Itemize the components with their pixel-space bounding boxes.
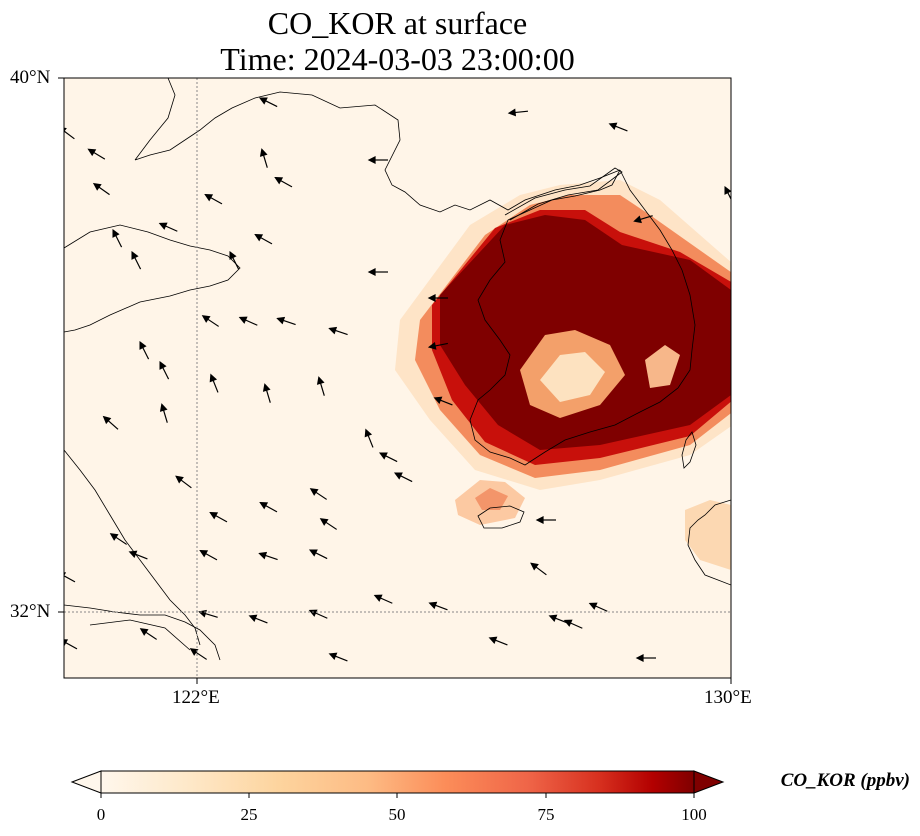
wind-vector-head xyxy=(274,177,284,185)
lat-tick-label-32: 32°N xyxy=(10,601,51,622)
coast-shandong xyxy=(64,224,241,333)
colorbar-tick-label: 75 xyxy=(537,805,555,824)
wind-vector-head xyxy=(159,403,168,412)
wind-vectors xyxy=(64,97,731,662)
wind-vector-head xyxy=(427,294,436,302)
wind-vector-head xyxy=(258,551,268,560)
wind-vector-head xyxy=(112,228,120,238)
wind-vector-head xyxy=(109,533,119,541)
wind-vector-head xyxy=(175,475,184,484)
wind-vector-head xyxy=(158,222,168,230)
wind-vector-head xyxy=(548,614,558,623)
wind-vector-head xyxy=(319,518,329,526)
plume-interior-center xyxy=(540,352,605,402)
wind-vector-head xyxy=(248,614,258,623)
map-title: CO_KOR at surface xyxy=(267,5,528,41)
wind-vector-head xyxy=(209,512,219,520)
wind-vector-shaft xyxy=(64,575,76,583)
map-frame xyxy=(63,77,732,679)
coast-north xyxy=(134,78,621,213)
wind-vector-head xyxy=(588,602,598,610)
wind-vector-head xyxy=(209,373,218,383)
colorbar-tick-label: 50 xyxy=(388,805,406,824)
wind-vector-head xyxy=(258,97,268,105)
wind-vector-head xyxy=(201,315,211,323)
wind-vector-head xyxy=(229,250,237,260)
wind-vector-head xyxy=(159,360,167,370)
wind-vector-head xyxy=(308,549,318,557)
wind-vector-head xyxy=(367,268,376,276)
japan-plume xyxy=(685,500,731,570)
wind-vector-head xyxy=(488,636,498,645)
border-north-korea xyxy=(504,167,623,221)
map-canvas xyxy=(58,77,732,684)
wind-vector-head xyxy=(102,415,112,425)
lon-tick-label-130: 130°E xyxy=(704,687,752,708)
wind-vector-head xyxy=(427,341,437,350)
wind-vector-head xyxy=(633,215,642,224)
wind-vector-head xyxy=(199,550,209,558)
coast-kyushu xyxy=(687,499,731,586)
wind-vector-head xyxy=(92,182,102,191)
wind-vector-head xyxy=(276,316,286,325)
wind-vector-head xyxy=(139,340,147,350)
colorbar-label: CO_KOR (ppbv) xyxy=(780,770,910,791)
coast-korea xyxy=(469,169,696,466)
wind-vector-head xyxy=(724,185,731,195)
wind-vector-shaft xyxy=(64,130,75,140)
wind-vector-head xyxy=(364,428,373,438)
wind-vector-head xyxy=(259,502,269,510)
wind-vector-head xyxy=(262,383,271,392)
wind-vector-head xyxy=(328,652,338,661)
coast-yangtze-estuary xyxy=(64,604,221,661)
wind-vector-head xyxy=(64,639,69,647)
wind-vector-head xyxy=(308,609,318,617)
wind-vector-head xyxy=(87,148,97,157)
wind-vector-head xyxy=(128,550,138,559)
colorbar-extend-low xyxy=(70,770,102,794)
wind-vector-head xyxy=(507,108,517,117)
wind-vector-head xyxy=(131,250,139,260)
plume-interior-east xyxy=(645,345,680,388)
map-subtitle-time: Time: 2024-03-03 23:00:00 xyxy=(220,41,575,77)
coast-china-east xyxy=(64,449,201,646)
wind-vector-head xyxy=(204,194,214,202)
wind-vector-head xyxy=(139,628,149,636)
wind-vector-head xyxy=(378,452,388,460)
coast-jeju xyxy=(477,505,525,529)
wind-vector-head xyxy=(238,316,248,324)
lat-tick-label-40: 40°N xyxy=(10,67,51,88)
jeju-plume-core xyxy=(475,488,508,510)
wind-vector-head xyxy=(316,376,325,385)
wind-vector-head xyxy=(259,148,268,157)
wind-vector-head xyxy=(367,156,376,164)
wind-vector-head xyxy=(309,488,319,496)
wind-vector-head xyxy=(635,654,644,662)
lon-tick-label-122: 122°E xyxy=(172,687,220,708)
wind-vector-head xyxy=(254,234,264,242)
wind-vector-head xyxy=(608,122,618,131)
wind-vector-head xyxy=(535,516,544,524)
wind-vector-head xyxy=(189,648,199,656)
co-concentration-field xyxy=(395,180,731,570)
coastlines xyxy=(64,78,731,661)
colorbar-gradient xyxy=(100,770,695,794)
coast-tsushima xyxy=(681,431,697,469)
colorbar-tick-label: 100 xyxy=(681,805,707,824)
colorbar-tick-label: 25 xyxy=(240,805,258,824)
wind-vector-head xyxy=(393,472,403,480)
colorbar-tick-label: 0 xyxy=(96,805,106,824)
wind-vector-head xyxy=(433,396,443,405)
wind-vector-head xyxy=(428,601,438,610)
wind-vector-head xyxy=(530,562,539,571)
plume-core xyxy=(440,215,731,450)
wind-vector-head xyxy=(328,326,338,335)
wind-vector-head xyxy=(373,594,383,602)
